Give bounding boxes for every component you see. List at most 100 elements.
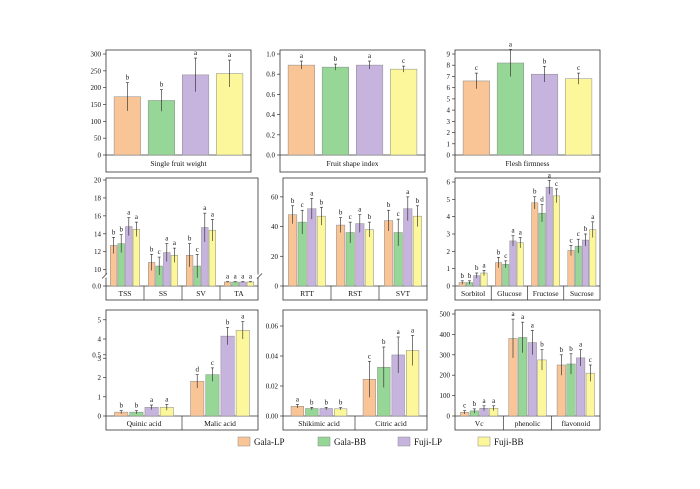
- significance-letter: a: [519, 228, 523, 236]
- significance-letter: a: [482, 261, 486, 269]
- significance-letter: a: [296, 395, 300, 403]
- group-label: Fructose: [533, 289, 560, 298]
- significance-letter: b: [135, 402, 139, 410]
- significance-letter: b: [533, 188, 537, 196]
- y-tick-label: 1: [447, 265, 451, 273]
- bar: [412, 215, 422, 287]
- panel-frame: [454, 309, 601, 431]
- significance-letter: b: [188, 235, 192, 243]
- panel-frame: [454, 49, 601, 173]
- y-tick-label: 3: [447, 231, 451, 239]
- group-label: RTT: [300, 289, 314, 298]
- y-tick-label: 50: [94, 135, 102, 143]
- bar: [220, 335, 235, 417]
- legend-label: Fuji-LP: [414, 437, 442, 447]
- significance-letter: c: [397, 210, 400, 218]
- significance-letter: a: [228, 51, 232, 59]
- y-tick-label: 0.04: [266, 353, 279, 361]
- bar: [553, 195, 560, 287]
- significance-letter: c: [589, 356, 592, 364]
- y-tick-label: 1.0: [266, 51, 275, 59]
- y-tick-label: 100: [440, 392, 451, 400]
- bar: [516, 242, 524, 287]
- y-tick-label: 5: [447, 95, 451, 103]
- y-tick-label: 300: [440, 351, 451, 359]
- y-tick-label: 400: [440, 331, 451, 339]
- significance-letter: a: [300, 52, 304, 60]
- significance-letter: a: [509, 41, 513, 49]
- bar: [307, 208, 317, 287]
- significance-letter: a: [241, 313, 245, 321]
- significance-letter: b: [320, 198, 324, 206]
- group-label: SVT: [396, 289, 411, 298]
- significance-letter: a: [591, 213, 595, 221]
- bar: [316, 215, 326, 287]
- y-tick-label: 4: [98, 336, 102, 344]
- significance-letter: d: [540, 196, 544, 204]
- significance-letter: b: [461, 272, 465, 280]
- bar: [224, 281, 232, 287]
- significance-letter: b: [226, 318, 230, 326]
- bar: [530, 73, 559, 156]
- group-label: Fruit shape index: [326, 159, 378, 168]
- y-tick-label: 1: [98, 393, 102, 401]
- bar: [239, 281, 247, 287]
- bar: [355, 223, 365, 287]
- y-tick-label: 0: [447, 152, 451, 160]
- group-label: Sucrose: [570, 289, 594, 298]
- significance-letter: a: [579, 341, 583, 349]
- legend-label: Gala-BB: [334, 437, 366, 447]
- significance-letter: a: [241, 273, 245, 281]
- significance-letter: c: [211, 359, 214, 367]
- y-tick-label: 0: [275, 283, 279, 291]
- y-tick-label: 60: [271, 193, 279, 201]
- significance-letter: b: [112, 228, 116, 236]
- significance-letter: a: [397, 328, 401, 336]
- axis-break-mark: [256, 273, 263, 279]
- significance-letter: a: [150, 396, 154, 404]
- significance-letter: b: [339, 209, 343, 217]
- chart-panel-1: 0 50 100 150 200 250 300 Single fruit weight b b a…: [91, 49, 252, 173]
- group-label: Malic acid: [204, 419, 236, 428]
- bar: [231, 281, 239, 287]
- bar: [462, 80, 490, 156]
- chart-panel-3: 0 1 2 3 4 5 6 7 8 9 Flesh firmness c a b c: [447, 41, 601, 173]
- bar: [576, 357, 586, 417]
- significance-letter: b: [543, 57, 547, 65]
- y-tick-label: 6: [447, 84, 451, 92]
- y-tick-label: 5: [447, 196, 451, 204]
- bar: [496, 62, 525, 156]
- legend-label: Fuji-BB: [494, 437, 524, 447]
- significance-letter: a: [135, 213, 139, 221]
- bar: [246, 281, 254, 287]
- y-tick-label: 0.02: [266, 383, 279, 391]
- significance-letter: c: [196, 245, 199, 253]
- y-tick-label: 0.6: [266, 91, 275, 99]
- legend-swatch: [317, 436, 331, 447]
- significance-letter: a: [127, 209, 131, 217]
- group-label: RST: [348, 289, 362, 298]
- y-tick-label: 0.5: [92, 351, 101, 359]
- significance-letter: a: [521, 313, 525, 321]
- group-label: TA: [234, 289, 244, 298]
- y-tick-label: 2: [98, 374, 102, 382]
- significance-letter: c: [158, 248, 161, 256]
- bar: [565, 78, 593, 156]
- significance-letter: a: [310, 189, 314, 197]
- bar: [390, 68, 418, 156]
- significance-letter: a: [531, 321, 535, 329]
- significance-letter: b: [324, 398, 328, 406]
- y-tick-label: 0: [447, 413, 451, 421]
- significance-letter: b: [310, 398, 314, 406]
- significance-letter: b: [473, 400, 477, 408]
- y-tick-label: 8: [447, 62, 451, 70]
- bar: [235, 330, 250, 417]
- bar: [531, 202, 539, 287]
- significance-letter: a: [482, 397, 486, 405]
- significance-letter: b: [334, 55, 338, 63]
- group-label: Glucose: [497, 289, 522, 298]
- significance-letter: a: [165, 235, 169, 243]
- y-tick-label: 3: [447, 118, 451, 126]
- significance-letter: b: [387, 201, 391, 209]
